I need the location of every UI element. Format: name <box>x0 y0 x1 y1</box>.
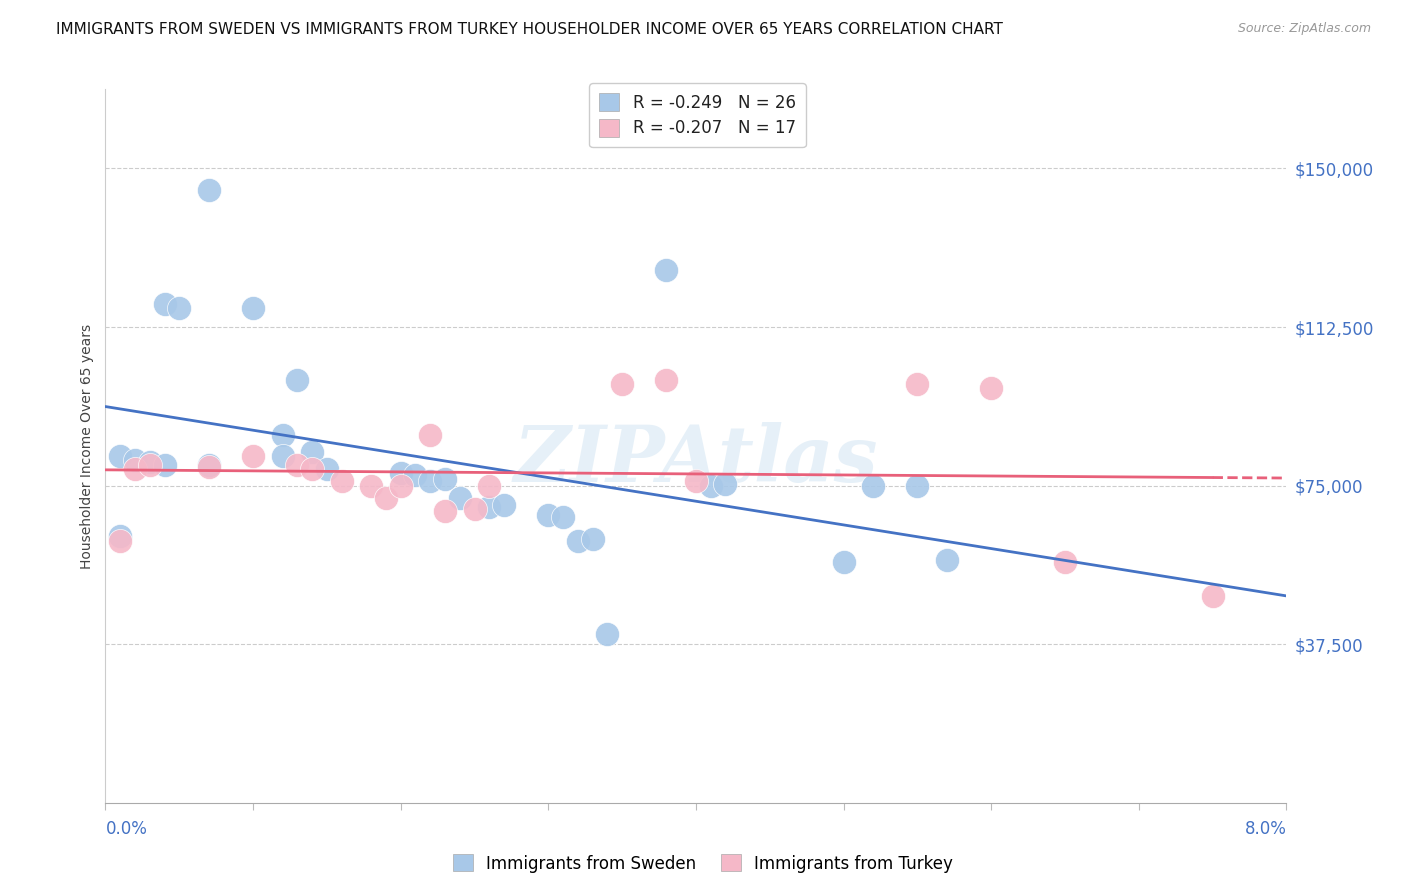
Point <box>433 504 456 518</box>
Point <box>287 458 309 472</box>
Point <box>537 508 560 523</box>
Point <box>110 529 132 543</box>
Text: 8.0%: 8.0% <box>1244 820 1286 838</box>
Point <box>905 377 928 392</box>
Point <box>419 475 441 489</box>
Text: ZIPAtlas: ZIPAtlas <box>513 422 879 499</box>
Point <box>980 381 1002 395</box>
Point <box>389 478 412 492</box>
Point <box>138 458 162 472</box>
Point <box>153 458 176 472</box>
Point <box>405 468 427 483</box>
Point <box>936 552 959 566</box>
Text: Source: ZipAtlas.com: Source: ZipAtlas.com <box>1237 22 1371 36</box>
Point <box>197 183 219 197</box>
Text: IMMIGRANTS FROM SWEDEN VS IMMIGRANTS FROM TURKEY HOUSEHOLDER INCOME OVER 65 YEAR: IMMIGRANTS FROM SWEDEN VS IMMIGRANTS FRO… <box>56 22 1002 37</box>
Point <box>419 428 441 442</box>
Legend: R = -0.249   N = 26, R = -0.207   N = 17: R = -0.249 N = 26, R = -0.207 N = 17 <box>589 83 806 147</box>
Point <box>567 533 589 548</box>
Point <box>242 449 264 463</box>
Point <box>197 459 219 474</box>
Point <box>330 475 353 489</box>
Point <box>832 555 855 569</box>
Point <box>596 626 619 640</box>
Point <box>464 502 486 516</box>
Point <box>124 453 146 467</box>
Point <box>610 377 633 392</box>
Point <box>478 500 501 514</box>
Text: 0.0%: 0.0% <box>105 820 148 838</box>
Point <box>197 458 219 472</box>
Point <box>685 475 707 489</box>
Point <box>655 373 678 387</box>
Point <box>110 533 132 548</box>
Point <box>389 466 412 480</box>
Point <box>862 478 884 492</box>
Point <box>110 449 132 463</box>
Legend: Immigrants from Sweden, Immigrants from Turkey: Immigrants from Sweden, Immigrants from … <box>446 847 960 880</box>
Point <box>714 476 737 491</box>
Point <box>433 472 456 486</box>
Point <box>124 461 146 475</box>
Point <box>360 478 382 492</box>
Point <box>551 510 574 524</box>
Point <box>374 491 396 506</box>
Point <box>478 478 501 492</box>
Point <box>699 478 723 492</box>
Point <box>301 445 323 459</box>
Point <box>153 297 176 311</box>
Point <box>271 449 294 463</box>
Point <box>138 455 162 469</box>
Point <box>655 263 678 277</box>
Point <box>287 373 309 387</box>
Point <box>271 428 294 442</box>
Point <box>449 491 471 506</box>
Point <box>581 532 603 546</box>
Point <box>905 478 928 492</box>
Y-axis label: Householder Income Over 65 years: Householder Income Over 65 years <box>80 324 94 568</box>
Point <box>169 301 191 315</box>
Point <box>1054 555 1077 569</box>
Point <box>301 461 323 475</box>
Point <box>492 498 515 512</box>
Point <box>315 461 337 475</box>
Point <box>242 301 264 315</box>
Point <box>1201 589 1223 603</box>
